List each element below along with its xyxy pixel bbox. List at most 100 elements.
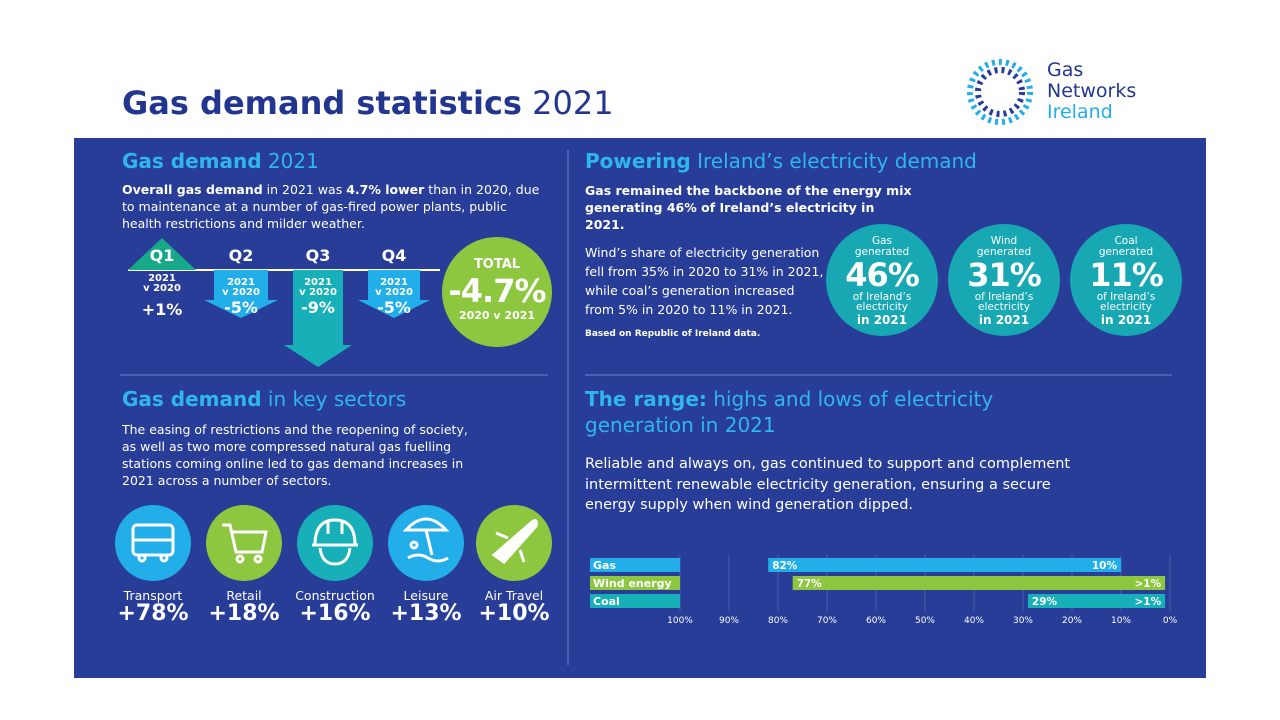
lead: Gas remained the backbone of the energy … (585, 183, 912, 232)
arrow-up (128, 238, 196, 270)
sector-change: +78% (117, 601, 189, 626)
quarter-vs: v 2020 (375, 287, 413, 298)
sectors-text: The easing of restrictions and the reope… (122, 422, 468, 488)
quarter-label: Q3 (305, 246, 331, 265)
heading-bold: Powering (585, 149, 691, 173)
quarter-vs: v 2020 (299, 287, 337, 298)
logo-line: Networks (1047, 80, 1137, 102)
x-tick-label: 90% (719, 616, 739, 626)
circle-year: in 2021 (978, 313, 1030, 327)
heading-rest: Ireland’s electricity demand (697, 149, 977, 173)
legend-cell (590, 558, 680, 572)
circle-of: of Ireland’s (1096, 291, 1156, 303)
x-tick-label: 20% (1062, 616, 1082, 626)
legend-cell (590, 576, 680, 590)
quarter-change: -5% (377, 298, 411, 317)
sector-change: +10% (478, 601, 550, 626)
circle-what: electricity (978, 301, 1030, 313)
quarter-label: Q1 (149, 246, 175, 265)
title-year: 2021 (532, 84, 614, 122)
circle-year: in 2021 (1100, 313, 1152, 327)
quarter-year: 2021 (227, 277, 255, 288)
x-tick-label: 10% (1111, 616, 1131, 626)
total-sub: 2020 v 2021 (458, 309, 536, 322)
circle-source: Gas (871, 235, 893, 247)
x-tick-label: 80% (768, 616, 788, 626)
total-value: -4.7% (448, 272, 546, 310)
sector-change: +13% (390, 601, 462, 626)
sector-name: Construction (295, 588, 375, 603)
circle-word: generated (976, 246, 1032, 258)
quarter-change: -9% (301, 298, 335, 317)
circle-of: of Ireland’s (852, 291, 912, 303)
quarter-year: 2021 (148, 273, 176, 284)
circle-word: generated (854, 246, 910, 258)
heading-bold: The range: (585, 387, 707, 411)
heading: Powering Ireland’s electricity demand (585, 148, 977, 174)
arrow-down (204, 270, 278, 318)
quarter-label: Q2 (228, 246, 254, 265)
high-label: 82% (772, 560, 798, 572)
sector-name: Leisure (403, 588, 449, 603)
title: Gas demand statistics 2021 (122, 84, 614, 122)
logo-line: Gas (1047, 59, 1084, 81)
logo-mark (967, 59, 1033, 125)
arrow-down (358, 270, 430, 318)
total-circle (442, 237, 552, 347)
series-name: Wind energy (593, 577, 672, 590)
x-tick-label: 50% (915, 616, 935, 626)
sector-name: Transport (123, 588, 183, 603)
sector-change: +16% (299, 601, 371, 626)
range-text: Reliable and always on, gas continued to… (585, 456, 1071, 513)
quarter-change: +1% (141, 300, 183, 319)
high-label: 77% (797, 578, 823, 590)
note: Based on Republic of Ireland data. (585, 329, 761, 339)
stat-circle (826, 224, 938, 336)
x-tick-label: 40% (964, 616, 984, 626)
circle-what: electricity (856, 301, 908, 313)
intro: Overall gas demand in 2021 was 4.7% lowe… (122, 181, 542, 232)
circle-word: generated (1098, 246, 1154, 258)
text: than in 2020, due to maintenance at a nu… (122, 182, 540, 231)
low-label: 10% (1092, 560, 1118, 572)
legend-cell (590, 594, 680, 608)
x-tick-label: 70% (817, 616, 837, 626)
x-tick-label: 100% (667, 616, 693, 626)
quarter-change: -5% (224, 298, 258, 317)
heading: Gas demand 2021 (122, 148, 319, 174)
logo-line: Ireland (1047, 101, 1113, 123)
heading-rest: in key sectors (267, 387, 407, 411)
text: 4.7% lower (346, 182, 425, 197)
logo-text: Gas Networks Ireland (1047, 60, 1136, 123)
range-chart: 100% 90% 80% 70% 60% 50% 40% 30% 20% 10% 0% Gas 82% 1… (590, 555, 1178, 626)
x-tick-label: 0% (1163, 616, 1178, 626)
quarter-vs: v 2020 (143, 283, 181, 294)
heading-bold: Gas demand (122, 387, 262, 411)
sector-name: Retail (226, 588, 262, 603)
circle-pct: 46% (845, 256, 920, 294)
body: Wind’s share of electricity generation f… (585, 245, 824, 317)
series-name: Coal (593, 595, 620, 608)
range-bar (768, 558, 1121, 572)
quarter-label: Q4 (381, 246, 407, 265)
arrow-down (284, 270, 352, 367)
circle-of: of Ireland’s (974, 291, 1034, 303)
circle-source: Coal (1114, 235, 1138, 247)
heading: Gas demand in key sectors (122, 386, 406, 412)
circle-source: Wind (990, 235, 1018, 247)
heading-bold: Gas demand (122, 149, 262, 173)
range-bar (792, 576, 1166, 590)
stat-circle (1070, 224, 1182, 336)
low-label: >1% (1134, 596, 1161, 608)
total-label: TOTAL (473, 257, 521, 272)
low-label: >1% (1134, 578, 1161, 590)
x-tick-label: 60% (866, 616, 886, 626)
high-label: 29% (1032, 596, 1058, 608)
heading-rest: highs and lows of electricity generation… (585, 387, 994, 437)
range-bar (1027, 594, 1166, 608)
quarter-year: 2021 (304, 277, 332, 288)
sector-change: +18% (208, 601, 280, 626)
circle-pct: 11% (1089, 256, 1164, 294)
